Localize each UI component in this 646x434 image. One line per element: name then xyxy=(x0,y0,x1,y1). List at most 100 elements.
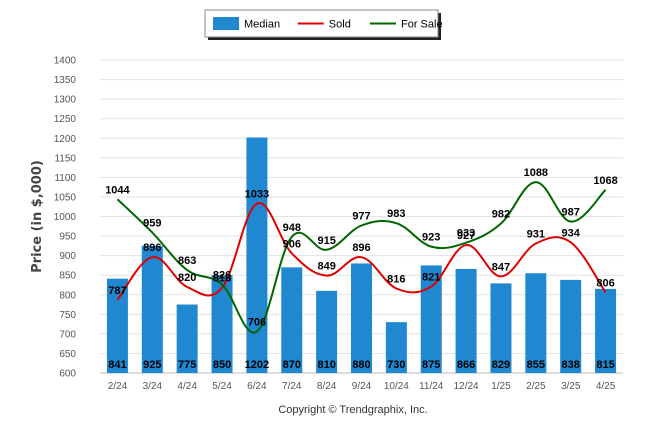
x-tick-label-6-24: 6/24 xyxy=(247,381,267,392)
y-tick-label-1300: 1300 xyxy=(54,95,77,106)
trend-lines xyxy=(116,181,607,334)
sold-value-label-2-24: 787 xyxy=(108,285,126,297)
for-sale-value-label-1-25: 982 xyxy=(492,209,510,221)
x-tick-label-2-24: 2/24 xyxy=(108,381,128,392)
median-value-label-5-24: 850 xyxy=(213,359,231,371)
median-bar-1-25 xyxy=(490,283,512,373)
median-value-label-2-24: 841 xyxy=(108,359,126,371)
y-tick-label-700: 700 xyxy=(59,329,76,340)
x-tick-label-4-24: 4/24 xyxy=(177,381,197,392)
y-tick-label-1000: 1000 xyxy=(54,212,77,223)
median-bar-6-24 xyxy=(246,137,268,373)
x-tick-label-4-25: 4/25 xyxy=(596,381,616,392)
median-value-label-4-25: 815 xyxy=(596,359,614,371)
y-tick-label-750: 750 xyxy=(59,310,76,321)
median-bars xyxy=(106,137,617,373)
median-value-label-2-25: 855 xyxy=(527,359,545,371)
y-axis-ticks: 600 650 700 750 800 850 900 950 1000 1050 1100 1150… xyxy=(54,56,77,380)
median-value-label-3-24: 925 xyxy=(143,359,161,371)
sold-line xyxy=(116,202,607,301)
y-tick-label-650: 650 xyxy=(59,349,76,360)
x-tick-label-1-25: 1/25 xyxy=(491,381,511,392)
for-sale-value-label-9-24: 977 xyxy=(352,210,370,222)
for-sale-value-label-2-24: 1044 xyxy=(105,184,130,196)
sold-value-label-11-24: 821 xyxy=(422,272,440,284)
median-bar-11-24 xyxy=(420,265,442,373)
y-tick-label-850: 850 xyxy=(59,271,76,282)
median-bar-4-25 xyxy=(595,288,617,373)
median-bar-2-24 xyxy=(106,278,128,373)
x-tick-label-12-24: 12/24 xyxy=(454,381,479,392)
for-sale-value-label-4-24: 863 xyxy=(178,255,196,267)
median-value-label-12-24: 866 xyxy=(457,359,475,371)
median-bar-2-25 xyxy=(525,273,547,373)
median-legend-label: Median xyxy=(244,19,280,31)
data-labels: 841 925 775 850 1202 870 810 880 730 875 866 829 855… xyxy=(105,167,618,371)
median-bar-3-24 xyxy=(141,245,163,373)
x-tick-label-11-24: 11/24 xyxy=(419,381,444,392)
median-value-label-1-25: 829 xyxy=(492,359,510,371)
sold-value-label-10-24: 816 xyxy=(387,273,405,285)
copyright-text: Copyright © Trendgraphix, Inc. xyxy=(278,404,427,416)
y-tick-label-1400: 1400 xyxy=(54,56,77,67)
x-tick-label-3-24: 3/24 xyxy=(143,381,163,392)
median-value-label-4-24: 775 xyxy=(178,359,196,371)
y-tick-label-950: 950 xyxy=(59,232,76,243)
median-bar-3-25 xyxy=(560,279,582,373)
median-bar-10-24 xyxy=(385,322,407,373)
median-bar-5-24 xyxy=(211,275,233,373)
sold-value-label-5-24: 818 xyxy=(213,273,231,285)
median-value-label-9-24: 880 xyxy=(352,359,370,371)
sold-value-label-9-24: 896 xyxy=(352,242,370,254)
for-sale-value-label-2-25: 1088 xyxy=(524,167,548,179)
median-bar-12-24 xyxy=(455,268,477,373)
y-tick-label-1250: 1250 xyxy=(54,114,77,125)
sold-value-label-3-24: 896 xyxy=(143,242,161,254)
x-axis-ticks: 2/24 3/24 4/24 5/24 6/24 7/24 8/24 9/24 10/24 11/… xyxy=(108,381,616,392)
median-bar-4-24 xyxy=(176,304,198,373)
median-bar-8-24 xyxy=(316,290,338,373)
x-tick-label-3-25: 3/25 xyxy=(561,381,581,392)
y-tick-label-1150: 1150 xyxy=(54,153,76,164)
sold-legend-label: Sold xyxy=(329,19,351,31)
median-value-label-3-25: 838 xyxy=(562,359,580,371)
for-sale-value-label-11-24: 923 xyxy=(422,232,440,244)
x-tick-label-10-24: 10/24 xyxy=(384,381,409,392)
median-value-label-10-24: 730 xyxy=(387,359,405,371)
y-tick-label-1100: 1100 xyxy=(54,173,76,184)
for-sale-value-label-4-25: 1068 xyxy=(593,175,617,187)
sold-value-label-3-25: 934 xyxy=(562,227,581,239)
for-sale-value-label-6-24: 706 xyxy=(248,317,266,329)
for-sale-value-label-7-24: 948 xyxy=(283,222,301,234)
x-tick-label-8-24: 8/24 xyxy=(317,381,337,392)
for-sale-line xyxy=(116,181,607,334)
for-sale-value-label-12-24: 933 xyxy=(457,228,475,240)
sold-value-label-2-25: 931 xyxy=(527,228,545,240)
for-sale-value-label-10-24: 983 xyxy=(387,208,405,220)
sold-value-label-12-24: 927 xyxy=(457,230,475,242)
legend: Median Sold For Sale xyxy=(204,9,443,40)
y-tick-label-900: 900 xyxy=(59,251,76,262)
y-tick-label-1050: 1050 xyxy=(54,192,77,203)
median-value-label-11-24: 875 xyxy=(422,359,440,371)
x-tick-label-9-24: 9/24 xyxy=(352,381,372,392)
median-legend-swatch xyxy=(213,17,239,30)
sold-value-label-8-24: 849 xyxy=(317,261,335,273)
median-bar-9-24 xyxy=(351,263,372,373)
x-tick-label-2-25: 2/25 xyxy=(526,381,546,392)
sold-value-label-7-24: 906 xyxy=(283,238,301,250)
median-value-label-6-24: 1202 xyxy=(245,359,269,371)
sold-value-label-4-25: 806 xyxy=(596,277,614,289)
y-tick-label-1350: 1350 xyxy=(54,75,77,86)
y-tick-label-1200: 1200 xyxy=(54,134,77,145)
median-value-label-7-24: 870 xyxy=(283,359,301,371)
y-tick-label-800: 800 xyxy=(59,290,76,301)
x-tick-label-5-24: 5/24 xyxy=(212,381,232,392)
sold-value-label-1-25: 847 xyxy=(492,261,510,273)
for-sale-value-label-8-24: 915 xyxy=(317,235,335,247)
y-axis-label: Price (in $,000) xyxy=(30,160,45,273)
for-sale-value-label-3-25: 987 xyxy=(562,207,580,219)
sold-value-label-6-24: 1033 xyxy=(245,189,269,201)
median-value-label-8-24: 810 xyxy=(317,359,335,371)
